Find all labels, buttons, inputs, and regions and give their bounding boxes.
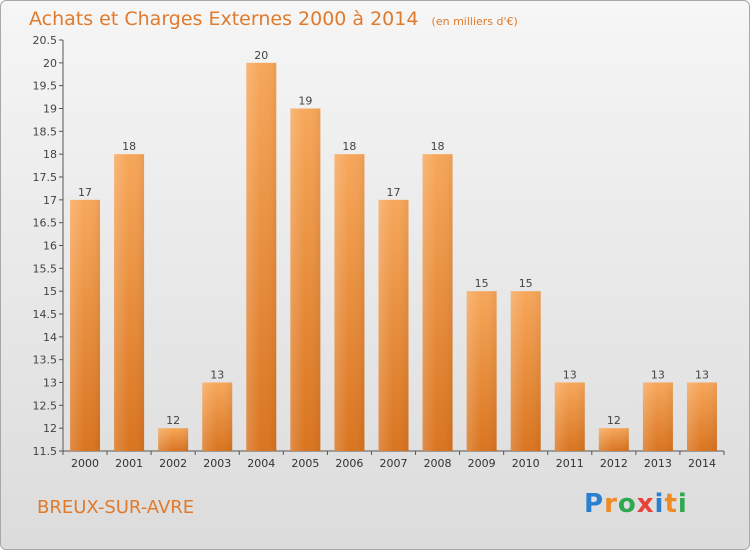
bar-shine-2009 — [466, 291, 497, 451]
bar-shine-2012 — [598, 428, 629, 451]
x-tick-label-2007: 2007 — [380, 457, 408, 470]
x-tick-label-2011: 2011 — [556, 457, 584, 470]
y-tick-label: 11.5 — [33, 445, 58, 458]
bar-shine-2002 — [158, 428, 189, 451]
bar-shine-2006 — [334, 154, 365, 451]
data-label-2000: 17 — [78, 186, 92, 199]
y-tick-label: 12.5 — [33, 399, 58, 412]
data-label-2005: 19 — [298, 95, 312, 108]
data-label-2004: 20 — [254, 49, 268, 62]
x-tick-label-2012: 2012 — [600, 457, 628, 470]
logo-letter: x — [636, 489, 655, 519]
data-label-2010: 15 — [519, 277, 533, 290]
y-tick-label: 15 — [43, 285, 57, 298]
x-tick-label-2002: 2002 — [159, 457, 187, 470]
chart-title-block: Achats et Charges Externes 2000 à 2014 (… — [29, 8, 518, 30]
logo-letter: r — [604, 489, 618, 519]
data-label-2014: 13 — [695, 369, 709, 382]
data-labels-group: 17 18 12 13 20 19 18 17 18 15 15 13 12 13 13 — [78, 49, 709, 427]
logo-letter: i — [677, 489, 688, 519]
x-tick-label-2003: 2003 — [203, 457, 231, 470]
y-tick-label: 14.5 — [33, 308, 58, 321]
data-label-2003: 13 — [210, 369, 224, 382]
x-tick-label-2004: 2004 — [247, 457, 275, 470]
bar-shine-2003 — [202, 382, 233, 451]
y-tick-label: 20.5 — [33, 34, 58, 47]
logo-letter: o — [617, 489, 637, 519]
commune-name: BREUX-SUR-AVRE — [37, 497, 195, 518]
x-tick-label-2006: 2006 — [335, 457, 363, 470]
y-tick-label: 12 — [43, 422, 57, 435]
bar-shine-2005 — [290, 108, 321, 451]
y-tick-label: 19.5 — [33, 80, 58, 93]
data-label-2011: 13 — [563, 369, 577, 382]
data-label-2006: 18 — [342, 140, 356, 153]
bar-shine-2001 — [114, 154, 145, 451]
x-tick-label-2005: 2005 — [291, 457, 319, 470]
logo-letter: P — [584, 489, 605, 519]
bar-shine-2008 — [422, 154, 453, 451]
y-tick-label: 17 — [43, 194, 57, 207]
y-tick-label: 18.5 — [33, 125, 58, 138]
y-tick-label: 13.5 — [33, 354, 58, 367]
bar-shine-2004 — [246, 62, 277, 451]
bar-shine-2013 — [642, 382, 673, 451]
unit-label: (en milliers d'€) — [431, 15, 518, 28]
data-label-2001: 18 — [122, 140, 136, 153]
data-label-2008: 18 — [431, 140, 445, 153]
proxiti-logo[interactable]: Proxiti — [584, 489, 688, 519]
x-tick-label-2010: 2010 — [512, 457, 540, 470]
x-tick-label-2001: 2001 — [115, 457, 143, 470]
x-tick-label-2008: 2008 — [424, 457, 452, 470]
y-tick-label: 19 — [43, 103, 57, 116]
bar-shine-2000 — [70, 199, 101, 451]
data-label-2012: 12 — [607, 414, 621, 427]
y-tick-label: 18 — [43, 148, 57, 161]
data-label-2002: 12 — [166, 414, 180, 427]
y-tick-label: 16.5 — [33, 217, 58, 230]
logo-letter: i — [654, 489, 665, 519]
bars-group — [70, 62, 717, 451]
x-tick-label-2013: 2013 — [644, 457, 672, 470]
y-tick-label: 17.5 — [33, 171, 58, 184]
logo-letter: t — [664, 489, 678, 519]
bar-shine-2010 — [510, 291, 541, 451]
bar-shine-2007 — [378, 199, 409, 451]
data-label-2007: 17 — [387, 186, 401, 199]
data-label-2009: 15 — [475, 277, 489, 290]
y-tick-label: 14 — [43, 331, 57, 344]
data-label-2013: 13 — [651, 369, 665, 382]
x-tick-label-2014: 2014 — [688, 457, 716, 470]
y-tick-label: 13 — [43, 377, 57, 390]
y-tick-label: 15.5 — [33, 262, 58, 275]
y-tick-label: 16 — [43, 240, 57, 253]
y-tick-label: 20 — [43, 57, 57, 70]
bar-shine-2014 — [686, 382, 717, 451]
chart-title: Achats et Charges Externes 2000 à 2014 — [29, 8, 419, 30]
bar-shine-2011 — [554, 382, 585, 451]
x-tick-label-2000: 2000 — [71, 457, 99, 470]
x-tick-label-2009: 2009 — [468, 457, 496, 470]
